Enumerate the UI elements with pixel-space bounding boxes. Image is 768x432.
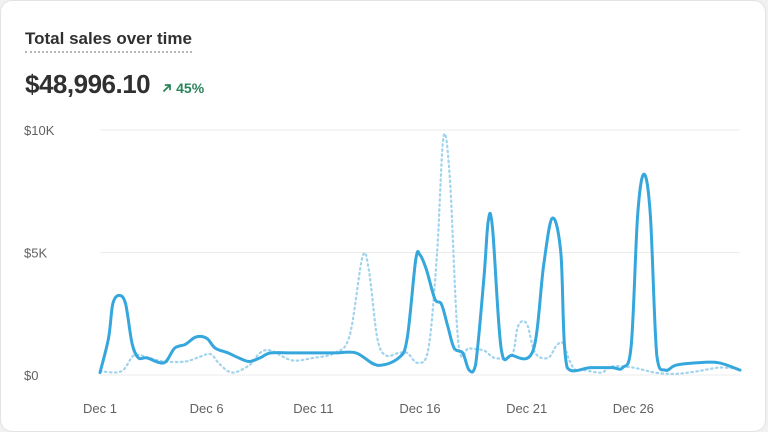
change-badge: 45% [162, 80, 204, 96]
x-tick-label: Dec 16 [399, 401, 440, 416]
total-sales-value: $48,996.10 [25, 69, 151, 99]
total-value-row: $48,996.10 45% [25, 69, 204, 100]
change-percent: 45% [176, 80, 205, 96]
x-tick-label: Dec 6 [190, 401, 224, 416]
x-tick-label: Dec 21 [506, 401, 547, 416]
x-tick-label: Dec 11 [293, 401, 333, 416]
arrow-up-right-icon [163, 84, 172, 92]
sales-series-line [98, 172, 742, 375]
x-tick-label: Dec 26 [613, 401, 654, 416]
chart-title[interactable]: Total sales over time [25, 29, 192, 53]
y-tick-label: $5K [24, 246, 47, 261]
x-tick-label: Dec 1 [83, 401, 117, 416]
y-tick-label: $10K [24, 123, 55, 138]
y-tick-label: $0 [24, 368, 38, 383]
